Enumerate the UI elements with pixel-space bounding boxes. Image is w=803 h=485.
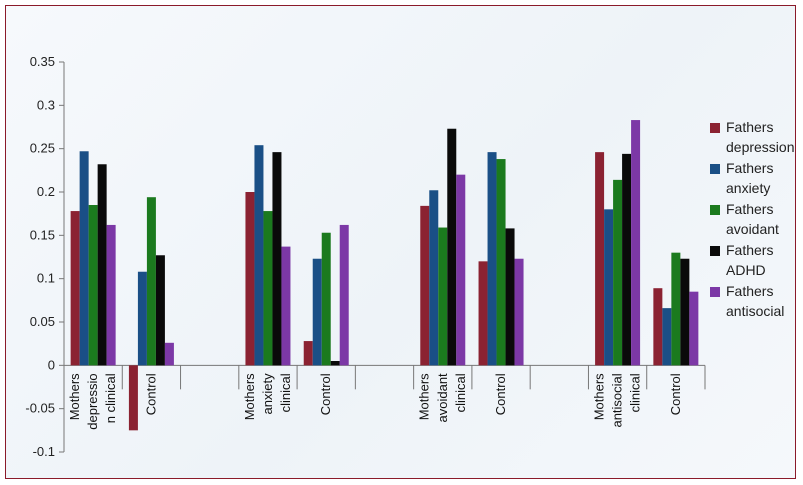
bar bbox=[653, 288, 663, 366]
y-tick-label: 0.35 bbox=[30, 54, 55, 69]
chart-frame: -0.1 -0.05 0 0.05 0.1 0.15 0.2 0.25 0.3 0.35 Moth… bbox=[5, 5, 796, 479]
bar bbox=[505, 228, 515, 366]
bar bbox=[137, 271, 147, 366]
category-label: avoidant bbox=[435, 373, 450, 423]
axes: -0.1 -0.05 0 0.05 0.1 0.15 0.2 0.25 0.3 0.35 bbox=[25, 54, 706, 459]
category-label: clinical bbox=[278, 373, 293, 412]
legend-label: antisocial bbox=[726, 303, 784, 319]
legend-swatch bbox=[710, 287, 720, 297]
legend-swatch bbox=[710, 246, 720, 256]
bar bbox=[79, 151, 89, 366]
bars bbox=[70, 120, 699, 431]
bar bbox=[321, 232, 331, 366]
bar bbox=[429, 190, 439, 366]
category-label: n clinical bbox=[103, 373, 118, 423]
y-tick-label: 0.1 bbox=[37, 271, 55, 286]
bar bbox=[496, 159, 506, 366]
bar bbox=[312, 258, 322, 366]
legend-swatch bbox=[710, 123, 720, 133]
bar bbox=[447, 128, 457, 366]
legend-label: depression bbox=[726, 139, 795, 155]
category-label: depressio bbox=[85, 373, 100, 429]
legend-label: Fathers bbox=[726, 160, 773, 176]
bar bbox=[420, 205, 430, 366]
bar bbox=[680, 258, 690, 366]
bar bbox=[254, 145, 264, 366]
category-label: antisocial bbox=[610, 373, 625, 427]
bar bbox=[106, 224, 116, 366]
category-label: Control bbox=[668, 373, 683, 415]
category-label: Mothers bbox=[592, 373, 607, 420]
bar bbox=[613, 179, 623, 366]
legend-label: avoidant bbox=[726, 221, 779, 237]
bar bbox=[595, 152, 605, 366]
bar bbox=[514, 258, 524, 366]
category-label: Mothers bbox=[242, 373, 257, 420]
bar bbox=[146, 197, 156, 366]
category-label: clinical bbox=[453, 373, 468, 412]
bar bbox=[456, 174, 466, 366]
bar bbox=[97, 164, 107, 366]
y-tick-label: 0.3 bbox=[37, 97, 55, 112]
legend-label: Fathers bbox=[726, 201, 773, 217]
legend: Fathers depression Fathers anxiety Fathers av… bbox=[710, 119, 795, 319]
bar bbox=[303, 341, 313, 366]
category-label: clinical bbox=[628, 373, 643, 412]
bar bbox=[622, 153, 632, 366]
bar bbox=[339, 224, 349, 366]
bar bbox=[88, 205, 98, 366]
legend-label: Fathers bbox=[726, 242, 773, 258]
legend-label: Fathers bbox=[726, 283, 773, 299]
category-label: Control bbox=[143, 373, 158, 415]
category-label: Control bbox=[318, 373, 333, 415]
bar bbox=[263, 211, 273, 366]
y-tick-label: 0.2 bbox=[37, 184, 55, 199]
bar bbox=[631, 120, 641, 366]
bar bbox=[272, 152, 282, 366]
bar bbox=[487, 152, 497, 366]
bar bbox=[478, 261, 488, 366]
y-tick-label: 0.15 bbox=[30, 227, 55, 242]
y-tick-label: 0.05 bbox=[30, 314, 55, 329]
bar bbox=[164, 342, 174, 366]
y-tick-label: -0.1 bbox=[33, 444, 55, 459]
y-tick-label: 0 bbox=[48, 357, 55, 372]
legend-label: ADHD bbox=[726, 262, 766, 278]
category-labels: Mothers depressio n clinical Control Mothers… bbox=[67, 373, 683, 430]
category-label: Control bbox=[493, 373, 508, 415]
category-label: anxiety bbox=[260, 373, 275, 415]
bar bbox=[438, 227, 448, 366]
bar bbox=[155, 255, 165, 366]
bar bbox=[128, 365, 138, 431]
bar bbox=[330, 361, 340, 366]
legend-label: anxiety bbox=[726, 180, 770, 196]
bar bbox=[662, 308, 672, 366]
bar bbox=[604, 209, 614, 366]
bar bbox=[689, 291, 699, 366]
category-label: Mothers bbox=[67, 373, 82, 420]
category-label: Mothers bbox=[417, 373, 432, 420]
legend-label: Fathers bbox=[726, 119, 773, 135]
bar bbox=[281, 246, 291, 366]
bar bbox=[70, 211, 80, 366]
legend-swatch bbox=[710, 164, 720, 174]
legend-swatch bbox=[710, 205, 720, 215]
y-tick-label: -0.05 bbox=[25, 401, 55, 416]
bar-chart: -0.1 -0.05 0 0.05 0.1 0.15 0.2 0.25 0.3 0.35 Moth… bbox=[25, 54, 795, 459]
y-tick-label: 0.25 bbox=[30, 141, 55, 156]
bar bbox=[245, 192, 255, 366]
bar bbox=[671, 252, 681, 366]
